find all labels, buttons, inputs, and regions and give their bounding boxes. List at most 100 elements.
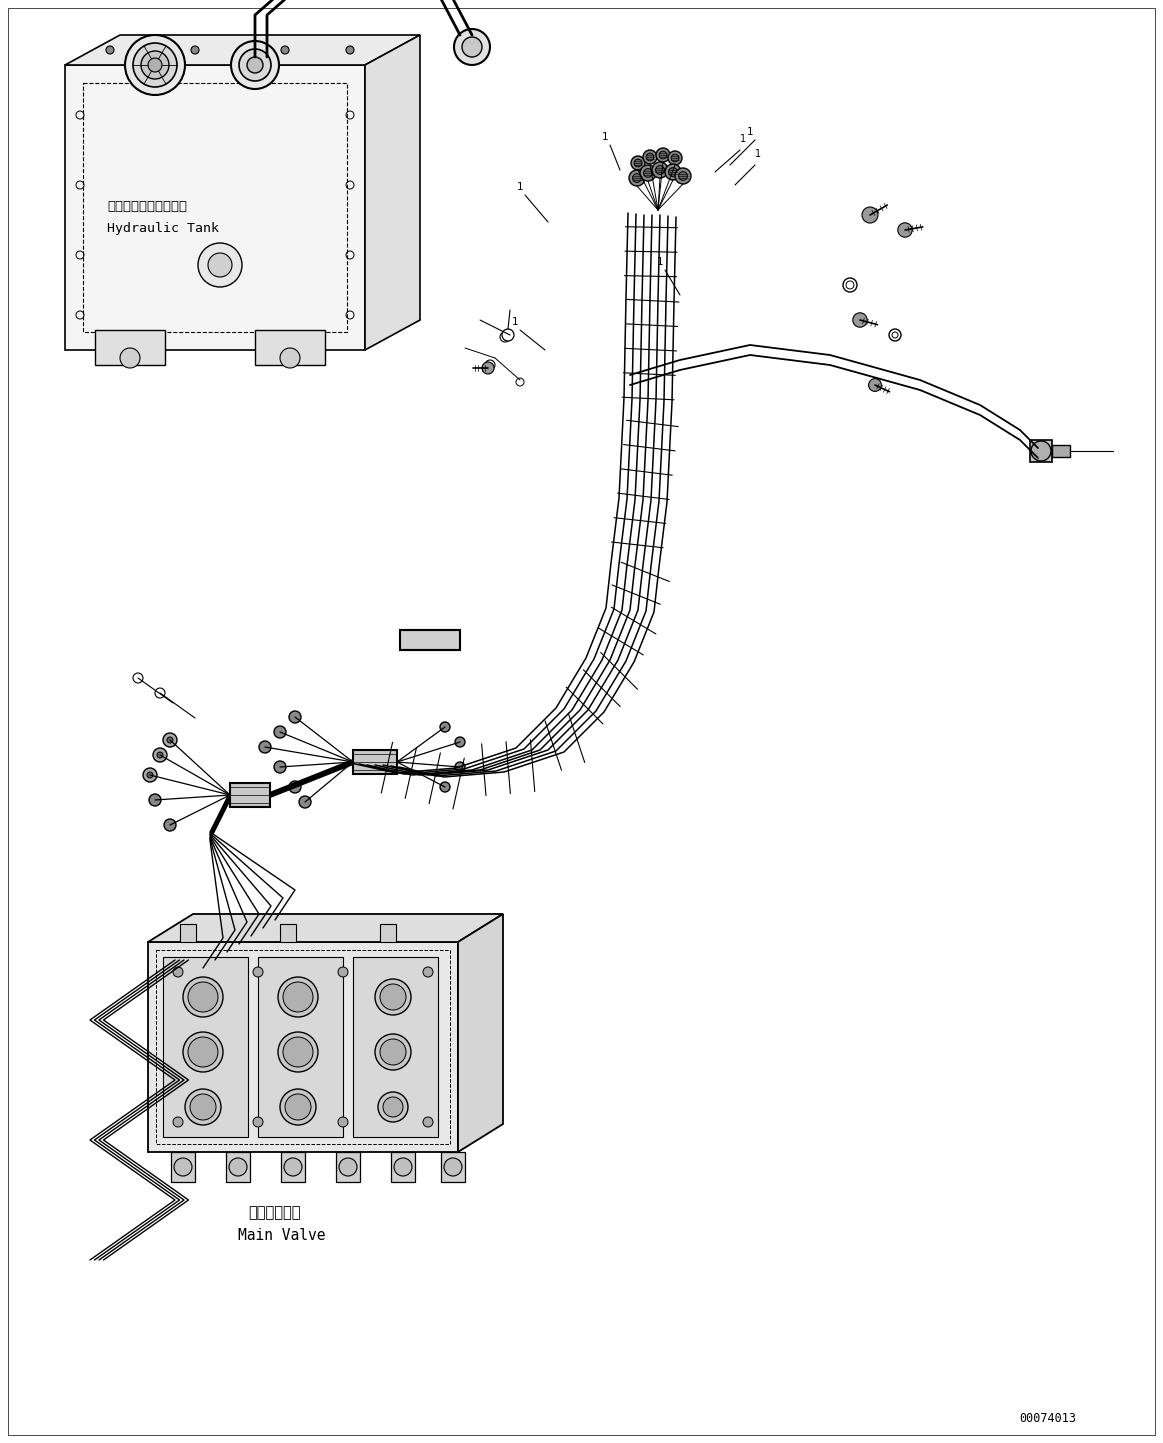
Circle shape (675, 167, 691, 185)
Circle shape (157, 752, 163, 758)
Circle shape (671, 154, 679, 162)
Circle shape (374, 1035, 411, 1071)
Bar (163, 957, 248, 1137)
Circle shape (190, 1094, 216, 1120)
Circle shape (455, 737, 465, 747)
Bar (95, 330, 165, 365)
Circle shape (254, 967, 263, 977)
Bar (226, 1152, 250, 1182)
Circle shape (659, 152, 666, 159)
Polygon shape (148, 942, 458, 1152)
Bar (258, 957, 343, 1137)
Circle shape (502, 329, 514, 341)
Circle shape (185, 1089, 221, 1126)
Text: 1: 1 (518, 182, 523, 192)
Circle shape (285, 1094, 311, 1120)
Circle shape (656, 166, 664, 175)
Text: Hydraulic Tank: Hydraulic Tank (107, 222, 219, 235)
Circle shape (380, 1039, 406, 1065)
Circle shape (652, 162, 668, 177)
Circle shape (656, 149, 670, 162)
Circle shape (280, 1089, 316, 1126)
Text: メインバルブ: メインバルブ (248, 1205, 300, 1219)
Bar (354, 957, 438, 1137)
Text: 1: 1 (602, 131, 608, 141)
Polygon shape (65, 35, 420, 65)
Circle shape (668, 152, 682, 165)
Circle shape (500, 332, 511, 342)
Circle shape (643, 169, 652, 177)
Bar (400, 631, 461, 649)
Circle shape (347, 46, 354, 53)
Circle shape (889, 329, 901, 341)
Bar (255, 330, 324, 365)
Circle shape (274, 726, 286, 737)
Text: 1: 1 (755, 149, 761, 159)
Circle shape (167, 737, 173, 743)
Text: 1: 1 (747, 127, 754, 137)
Circle shape (231, 40, 279, 89)
Circle shape (394, 1157, 412, 1176)
Circle shape (632, 156, 645, 170)
Circle shape (188, 1038, 217, 1066)
Circle shape (338, 1157, 357, 1176)
Circle shape (173, 1117, 183, 1127)
Circle shape (254, 1117, 263, 1127)
Bar (1053, 444, 1070, 457)
Circle shape (633, 173, 642, 182)
Circle shape (278, 977, 317, 1017)
Circle shape (154, 747, 167, 762)
Circle shape (678, 172, 687, 180)
Bar (281, 1152, 305, 1182)
Circle shape (485, 359, 495, 369)
Circle shape (154, 749, 166, 760)
Text: 1: 1 (512, 317, 519, 328)
Polygon shape (65, 65, 365, 351)
Bar (380, 924, 395, 942)
Text: Main Valve: Main Valve (238, 1228, 326, 1242)
Polygon shape (365, 35, 420, 351)
Circle shape (106, 46, 114, 53)
Bar (336, 1152, 361, 1182)
Circle shape (481, 362, 494, 374)
Circle shape (133, 672, 143, 683)
Circle shape (229, 1157, 247, 1176)
Circle shape (440, 722, 450, 732)
Bar (354, 750, 397, 773)
Circle shape (423, 1117, 433, 1127)
Circle shape (869, 378, 882, 391)
Circle shape (1032, 442, 1051, 460)
Circle shape (374, 978, 411, 1014)
Circle shape (669, 167, 677, 176)
Circle shape (173, 967, 183, 977)
Circle shape (629, 170, 645, 186)
Circle shape (259, 742, 271, 753)
Circle shape (444, 1157, 462, 1176)
Circle shape (281, 46, 288, 53)
Circle shape (144, 769, 156, 781)
Circle shape (423, 967, 433, 977)
Circle shape (516, 378, 525, 385)
Circle shape (288, 711, 301, 723)
Polygon shape (458, 913, 504, 1152)
Bar (1030, 440, 1053, 462)
Text: 1: 1 (657, 257, 664, 267)
Circle shape (643, 150, 657, 165)
Circle shape (247, 58, 263, 74)
Circle shape (191, 46, 199, 53)
Bar (441, 1152, 465, 1182)
Circle shape (383, 1097, 404, 1117)
Circle shape (380, 984, 406, 1010)
Circle shape (148, 58, 162, 72)
Bar (180, 924, 197, 942)
Circle shape (147, 772, 154, 778)
Circle shape (299, 797, 311, 808)
Circle shape (454, 29, 490, 65)
Circle shape (665, 165, 682, 180)
Bar (391, 1152, 415, 1182)
Circle shape (283, 1038, 313, 1066)
Circle shape (440, 782, 450, 792)
Text: 1: 1 (740, 134, 747, 144)
Circle shape (843, 278, 857, 291)
Circle shape (164, 734, 176, 746)
